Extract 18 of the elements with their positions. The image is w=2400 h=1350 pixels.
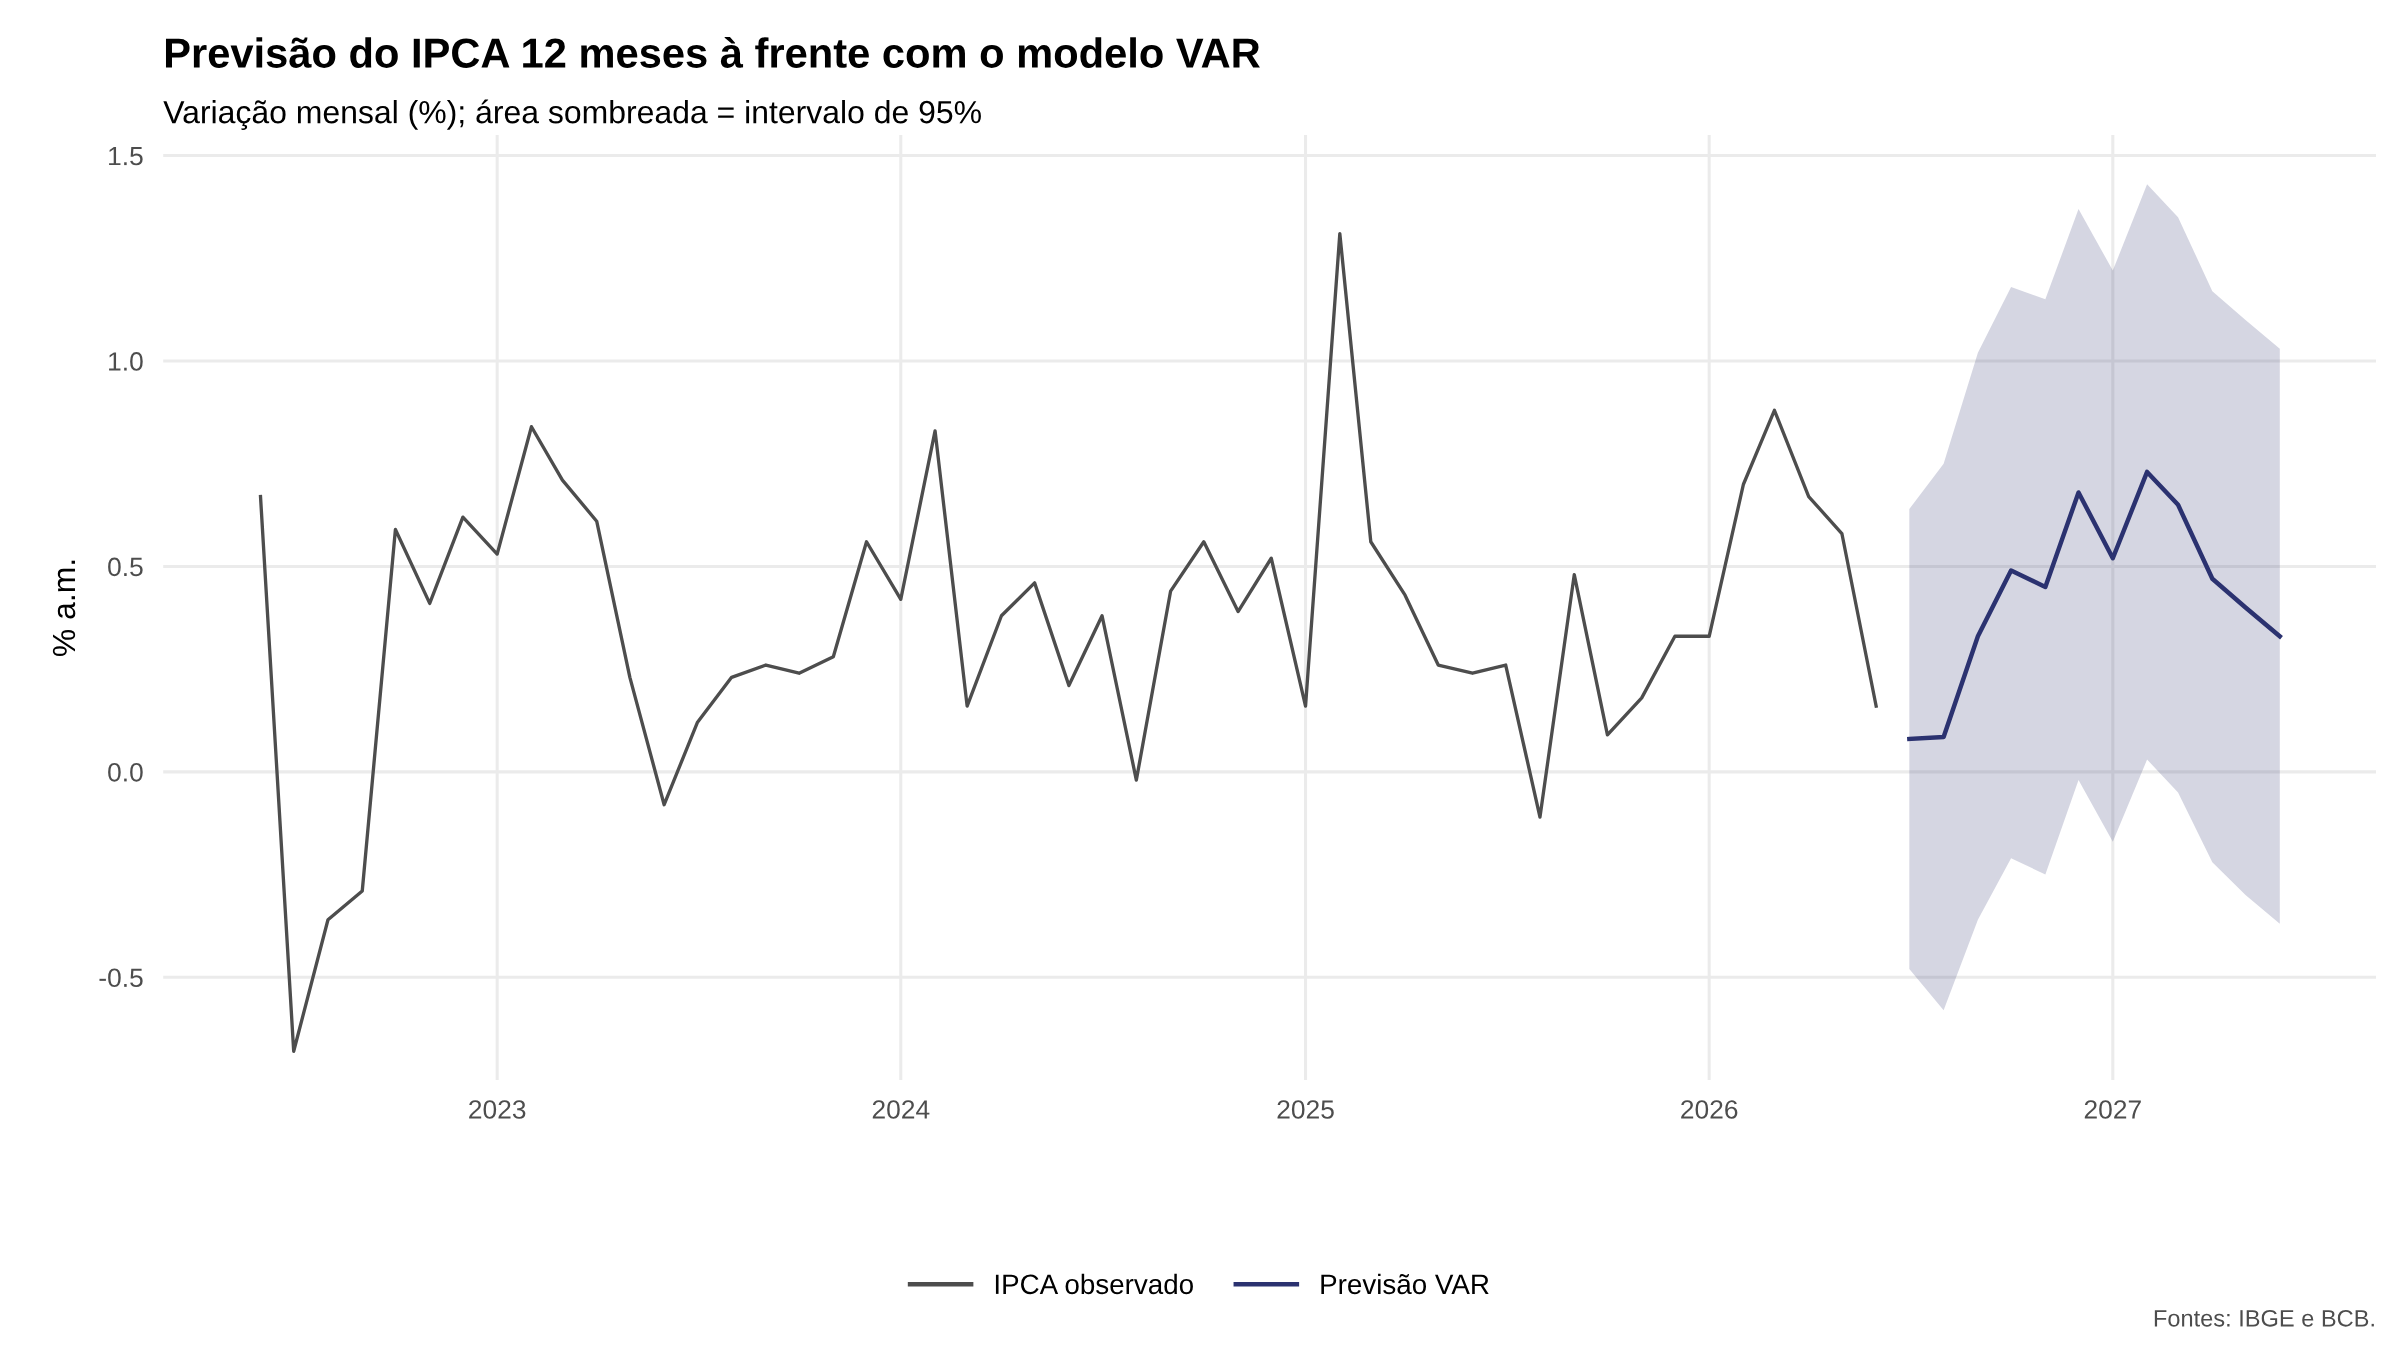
y-tick-label: 0.0 <box>108 762 143 782</box>
chart-title: Previsão do IPCA 12 meses à frente com o modelo VAR <box>165 36 1260 68</box>
y-axis-title: % a.m. <box>52 560 76 657</box>
y-tick-label: -0.5 <box>99 968 143 988</box>
y-tick-label: 1.5 <box>109 146 143 166</box>
x-tick-label: 2027 <box>2084 1100 2141 1119</box>
x-tick-label: 2024 <box>872 1100 930 1119</box>
y-tick-label: 0.5 <box>108 557 143 577</box>
legend-label: Previsão VAR <box>1321 1273 1489 1295</box>
x-tick-label: 2026 <box>1681 1100 1738 1119</box>
line-series <box>258 231 1878 1053</box>
legend-label: IPCA observado <box>995 1273 1193 1295</box>
text: Fontes: IBGE e BCB. <box>2154 1309 2374 1327</box>
x-tick-label: 2023 <box>469 1100 526 1119</box>
y-tick-label: 1.0 <box>109 352 143 371</box>
x-tick-label: 2025 <box>1277 1100 1334 1119</box>
line-series <box>1907 469 2283 742</box>
chart-subtitle: Variação mensal (%); área sombreada = intervalo de 95% <box>163 99 981 130</box>
